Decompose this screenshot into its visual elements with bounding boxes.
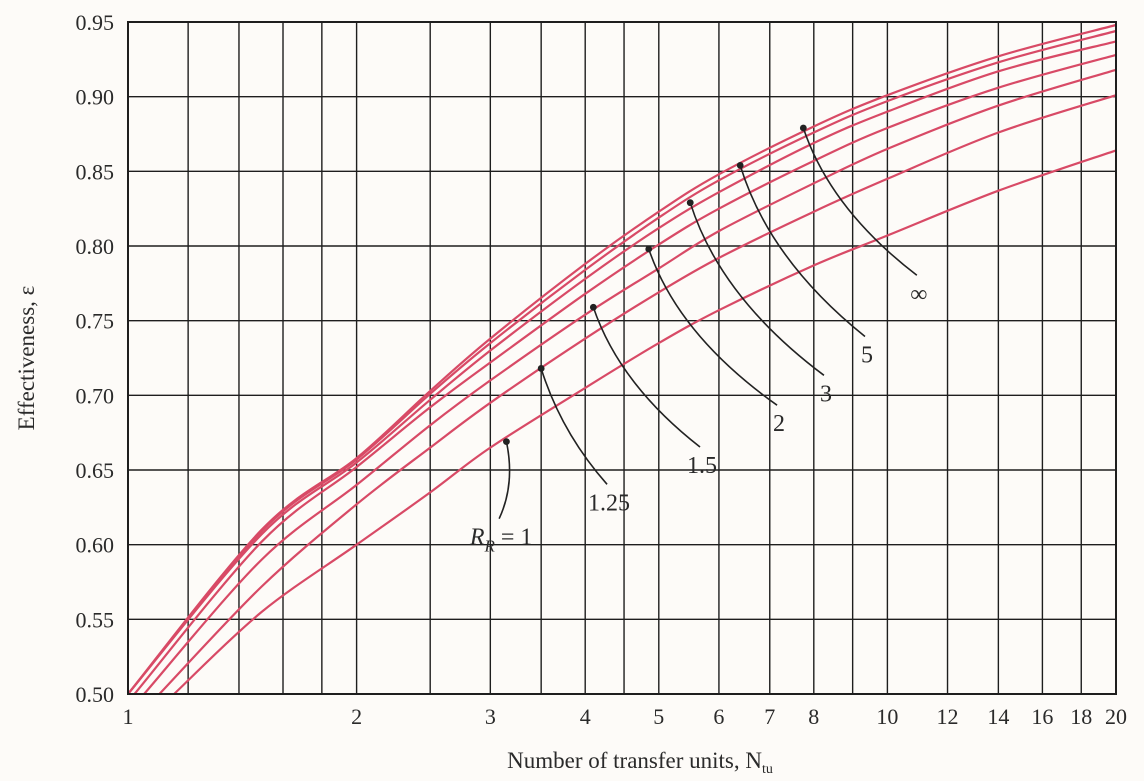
curve-label: 5 — [861, 342, 873, 368]
x-tick-label: 14 — [987, 704, 1009, 729]
leader-dot — [736, 161, 744, 169]
leader-line — [802, 127, 918, 276]
x-tick-label: 2 — [351, 704, 362, 729]
y-tick-label: 0.55 — [76, 607, 115, 632]
series-line — [158, 94, 1117, 695]
series-line — [133, 53, 1117, 695]
y-tick-label: 0.95 — [76, 10, 115, 35]
grid — [127, 21, 1117, 695]
x-tick-label: 12 — [937, 704, 959, 729]
plot-frame — [127, 21, 1117, 695]
leader-line — [739, 165, 866, 338]
curve-label: 1.5 — [687, 453, 717, 479]
x-tick-label: 18 — [1070, 704, 1092, 729]
leader-dot — [799, 124, 807, 132]
leader-line — [498, 441, 511, 520]
x-tick-label: 7 — [764, 704, 775, 729]
leader-dot — [503, 438, 510, 446]
leader-line — [540, 368, 608, 485]
series-line — [127, 40, 1117, 695]
leader-dot — [686, 199, 694, 207]
curve-label: ∞ — [910, 281, 927, 307]
curve-label: 2 — [773, 411, 785, 437]
x-tick-label: 1 — [123, 704, 134, 729]
series-line — [127, 29, 1117, 695]
curve-label: RR = 1 — [469, 525, 533, 556]
tick-labels: 1 2 3 4 5 6 7 8 10 12 14 16 18 200.500.550.600.650.70… — [76, 10, 1128, 729]
curve-label: 3 — [820, 381, 832, 407]
leader-line — [689, 202, 825, 376]
x-tick-label: 16 — [1031, 704, 1053, 729]
y-tick-label: 0.70 — [76, 383, 115, 408]
x-tick-label: 5 — [653, 704, 664, 729]
series-line — [127, 23, 1117, 695]
leader-line — [647, 248, 778, 406]
series-line — [173, 149, 1117, 695]
x-tick-label: 4 — [580, 704, 591, 729]
y-tick-label: 0.50 — [76, 682, 115, 707]
leader-dot — [645, 245, 653, 253]
y-axis-label: Effectiveness, ε — [14, 286, 39, 431]
y-tick-label: 0.65 — [76, 458, 115, 483]
series-line — [143, 68, 1117, 695]
leader-line — [592, 306, 701, 448]
x-tick-label: 10 — [876, 704, 898, 729]
leader-dot — [589, 303, 597, 311]
x-axis-label: Number of transfer units, Ntu — [507, 748, 773, 777]
curves — [127, 23, 1117, 695]
y-tick-label: 0.85 — [76, 159, 115, 184]
x-tick-label: 8 — [808, 704, 819, 729]
y-tick-label: 0.60 — [76, 533, 115, 558]
y-tick-label: 0.75 — [76, 309, 115, 334]
y-tick-label: 0.90 — [76, 85, 115, 110]
x-tick-label: 3 — [485, 704, 496, 729]
x-tick-label: 6 — [713, 704, 724, 729]
y-tick-label: 0.80 — [76, 234, 115, 259]
curve-label: 1.25 — [588, 490, 630, 516]
curve-annotations: RR = 1 1.25 1.5 2 3 5 ∞ — [469, 124, 927, 556]
leader-dot — [537, 365, 545, 372]
x-tick-label: 20 — [1105, 704, 1127, 729]
